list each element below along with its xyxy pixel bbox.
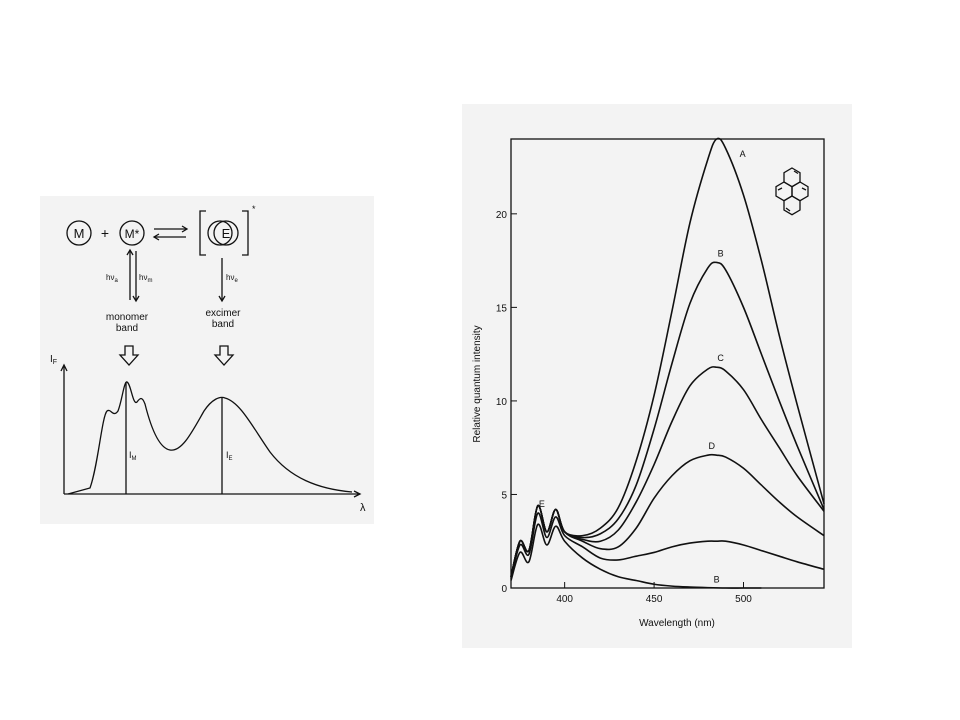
series-curve-a-0 (510, 137, 825, 577)
excimer-down-arrow (213, 345, 235, 366)
emission-chart: 400 450 500 0 5 10 15 20 A B C D E B Wavelength (nm)… (472, 137, 825, 629)
excimer-scheme-panel: M + M* E * hνa h (40, 196, 374, 524)
excimer-intensity-label: IE (226, 450, 233, 462)
y-tick-label: 0 (501, 584, 507, 595)
excited-monomer-label: M* (125, 227, 140, 241)
pyrene-structure-icon (775, 167, 809, 216)
y-tick-label: 20 (496, 210, 508, 221)
series-label: A (740, 149, 746, 159)
scheme-svg: M + M* E * hνa h (50, 204, 366, 514)
series-label: C (717, 353, 724, 363)
excimer-band-label-2: band (212, 319, 234, 330)
excimer-label: E (222, 226, 231, 241)
pyrene-spectrum-panel: 400 450 500 0 5 10 15 20 A B C D E B Wavelength (nm)… (462, 104, 852, 648)
series-curve-e-4 (510, 512, 825, 579)
series-label: B (718, 248, 724, 258)
x-tick-label: 400 (556, 594, 573, 605)
plot-frame (510, 138, 825, 589)
y-tick-label: 15 (496, 303, 508, 314)
plus-sign: + (101, 225, 109, 241)
chart-axes (510, 138, 825, 589)
excimer-circle (213, 220, 239, 246)
hv-monomer-label: hνm (139, 273, 152, 284)
x-tick-label: 450 (646, 594, 663, 605)
schematic-y-label: IF (50, 354, 57, 366)
excimer-star: * (252, 204, 256, 214)
series-curve-d-3 (510, 453, 825, 577)
y-axis-label: Relative quantum intensity (472, 325, 483, 442)
series-curve-b-5 (510, 523, 762, 589)
monomer-arrows (126, 248, 140, 303)
series-label: D (708, 441, 715, 451)
monomer-band-label-2: band (116, 323, 138, 334)
chart-series (510, 137, 825, 589)
hv-absorption-label: hνa (106, 273, 118, 284)
y-tick-label: 10 (496, 397, 508, 408)
excimer-back-circle (207, 220, 233, 246)
x-tick-label: 500 (735, 594, 752, 605)
schematic-x-label: λ (360, 502, 366, 514)
hv-excimer-label: hνe (226, 273, 238, 284)
x-axis-label: Wavelength (nm) (639, 618, 715, 629)
y-tick-label: 5 (501, 490, 507, 501)
series-curve-c-2 (510, 366, 825, 577)
excimer-brackets (199, 210, 249, 256)
equilibrium-arrows (152, 225, 189, 241)
monomer-circle (66, 220, 92, 246)
series-label: B (714, 574, 720, 584)
series-label: E (539, 499, 545, 509)
schematic-spectrum-curve (67, 381, 353, 495)
chart-series-labels: A B C D E B (539, 149, 746, 584)
monomer-label: M (74, 226, 85, 241)
schematic-axes (60, 363, 362, 498)
chart-ticks: 400 450 500 0 5 10 15 20 (496, 210, 752, 605)
excimer-arrow (218, 258, 226, 303)
monomer-intensity-label: IM (129, 450, 137, 462)
excimer-band-label-1: excimer (205, 308, 241, 319)
monomer-band-label-1: monomer (106, 312, 149, 323)
excited-monomer-circle (119, 220, 145, 246)
monomer-down-arrow (118, 345, 140, 366)
